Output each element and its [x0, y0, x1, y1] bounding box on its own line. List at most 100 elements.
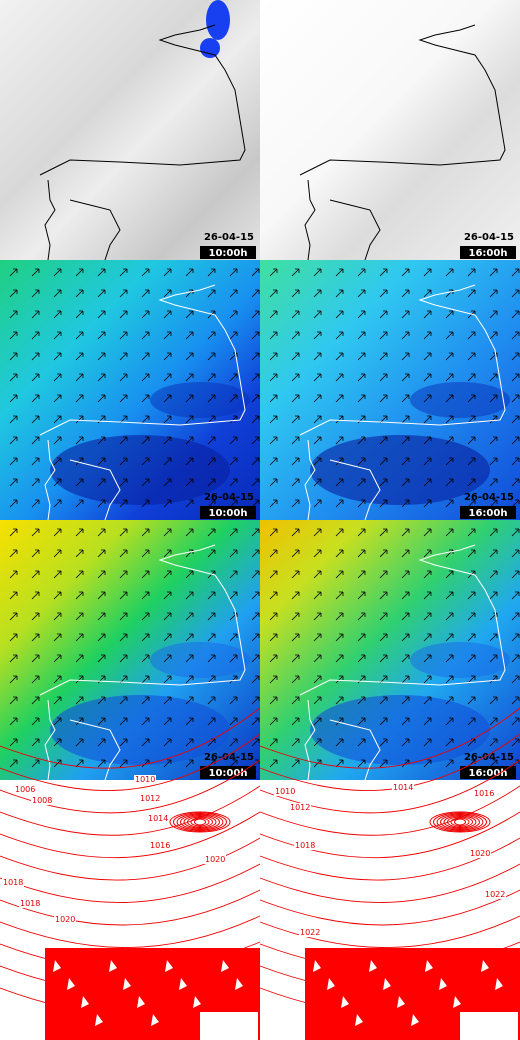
- wind-arrow: [401, 696, 410, 705]
- wind-arrow: [119, 457, 128, 466]
- isobar: [259, 811, 520, 859]
- low-contour: [443, 815, 477, 829]
- wind-arrow: [185, 696, 194, 705]
- wind-arrow: [401, 352, 410, 361]
- wind-arrow: [97, 612, 106, 621]
- wind-arrow: [467, 289, 476, 298]
- wind-arrow: [97, 591, 106, 600]
- wind-arrow: [9, 570, 18, 579]
- wind-arrow: [9, 675, 18, 684]
- wind-arrow: [53, 633, 62, 642]
- wind-arrow: [31, 633, 40, 642]
- wind-arrow: [163, 352, 172, 361]
- wind-arrow: [489, 310, 498, 319]
- wind-arrow: [9, 633, 18, 642]
- date-label: 26-04-15: [464, 232, 514, 243]
- wind-arrow: [467, 612, 476, 621]
- wind-arrow: [185, 675, 194, 684]
- wind-arrow: [185, 717, 194, 726]
- land-contour-gap: [151, 1014, 159, 1026]
- wind-arrow: [97, 675, 106, 684]
- wind-arrow: [357, 738, 366, 747]
- wind-arrow: [75, 373, 84, 382]
- wind-arrow: [141, 499, 150, 508]
- isobar-label-bg: [274, 787, 296, 796]
- wind-arrow: [141, 478, 150, 487]
- wind-arrow: [357, 415, 366, 424]
- isobar-label: 1012: [140, 794, 160, 803]
- wind-arrow: [207, 436, 216, 445]
- wind-arrow: [53, 415, 62, 424]
- land-contour-gap: [369, 960, 377, 972]
- wind-arrow: [445, 654, 454, 663]
- wind-arrow: [357, 696, 366, 705]
- wind-arrow: [467, 268, 476, 277]
- wind-arrow: [97, 696, 106, 705]
- wind-arrow: [229, 310, 238, 319]
- wind-arrow: [357, 717, 366, 726]
- land-contour-gap: [193, 996, 201, 1008]
- wind-arrow: [335, 415, 344, 424]
- isobar-label-bg: [392, 783, 414, 792]
- wind-arrow: [445, 457, 454, 466]
- wind-arrow: [401, 570, 410, 579]
- wind-arrow: [251, 331, 260, 340]
- wind-arrow: [445, 394, 454, 403]
- wind-arrow: [53, 717, 62, 726]
- wind-arrow: [75, 289, 84, 298]
- wind-arrow: [313, 478, 322, 487]
- wind-arrow: [97, 373, 106, 382]
- wind-arrow: [401, 373, 410, 382]
- wind-arrow: [269, 268, 278, 277]
- time-label: 10:00h: [209, 248, 248, 259]
- wind-arrow: [269, 549, 278, 558]
- wind-arrow: [251, 570, 260, 579]
- wind-arrow: [75, 394, 84, 403]
- wind-arrow: [511, 654, 520, 663]
- wind-arrow: [335, 696, 344, 705]
- wind-arrow: [467, 591, 476, 600]
- wind-arrow: [141, 675, 150, 684]
- wind-arrow: [291, 717, 300, 726]
- wind-arrow: [9, 612, 18, 621]
- wind-arrow: [163, 570, 172, 579]
- land-contour-gap: [313, 960, 321, 972]
- isobar-label-bg: [204, 855, 226, 864]
- wind-arrow: [141, 415, 150, 424]
- wind-arrow: [357, 570, 366, 579]
- wind-arrow: [423, 457, 432, 466]
- wind-arrow: [357, 436, 366, 445]
- wind-arrow: [357, 373, 366, 382]
- map-panel: 26-04-15 10:00h: [0, 520, 260, 781]
- wind-arrow: [53, 352, 62, 361]
- wind-arrow: [9, 373, 18, 382]
- wind-arrow: [445, 352, 454, 361]
- wind-arrow: [489, 499, 498, 508]
- wind-arrow: [97, 478, 106, 487]
- coastline: [39, 24, 246, 261]
- wind-arrow: [423, 289, 432, 298]
- intensity-zone: [410, 642, 510, 678]
- wind-arrow: [75, 499, 84, 508]
- wind-arrow: [269, 654, 278, 663]
- wind-arrow: [467, 696, 476, 705]
- time-box: [200, 766, 256, 779]
- wind-arrow: [357, 268, 366, 277]
- wind-arrow: [291, 738, 300, 747]
- wind-arrow: [269, 499, 278, 508]
- date-label: 26-04-15: [464, 752, 514, 763]
- isobar-label: 1014: [148, 814, 168, 823]
- wind-arrow: [119, 310, 128, 319]
- wind-arrow: [269, 436, 278, 445]
- wind-arrow: [467, 394, 476, 403]
- wind-arrow: [489, 478, 498, 487]
- blank-box: [200, 1012, 258, 1040]
- wind-arrow: [357, 457, 366, 466]
- wind-arrow: [185, 612, 194, 621]
- isobar-label: 1018: [295, 841, 315, 850]
- precip-zone: [206, 0, 230, 40]
- wind-arrow: [269, 759, 278, 768]
- wind-arrow: [489, 268, 498, 277]
- isobar-label-bg: [149, 841, 171, 850]
- wind-arrow: [379, 457, 388, 466]
